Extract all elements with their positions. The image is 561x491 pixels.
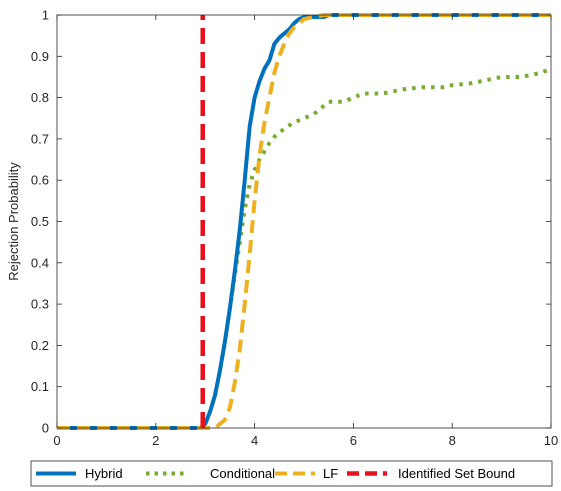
y-axis-label: Rejection Probability — [6, 162, 21, 281]
x-tick-label: 6 — [350, 433, 357, 448]
y-tick-label: 0.7 — [31, 131, 49, 146]
series-line-lf — [57, 13, 551, 430]
x-axis: 0 2 4 6 8 10 — [53, 15, 558, 448]
y-tick-label: 0.2 — [31, 338, 49, 353]
legend-label-conditional: Conditional — [210, 466, 275, 481]
y-tick-label: 0.6 — [31, 173, 49, 188]
x-tick-label: 4 — [251, 433, 258, 448]
x-tick-label: 2 — [152, 433, 159, 448]
legend-box — [30, 460, 553, 487]
y-tick-label: 0.9 — [31, 49, 49, 64]
y-tick-label: 0.4 — [31, 255, 49, 270]
y-tick-label: 0.8 — [31, 90, 49, 105]
x-tick-label: 8 — [449, 433, 456, 448]
y-tick-label: 0.1 — [31, 379, 49, 394]
legend: Hybrid Conditional LF Identified Set Bound — [30, 460, 553, 487]
y-tick-label: 0.5 — [31, 214, 49, 229]
y-tick-label: 0 — [42, 421, 49, 436]
legend-label-lf: LF — [323, 466, 338, 481]
legend-label-hybrid: Hybrid — [85, 466, 123, 481]
y-axis: 0 0.1 0.2 0.3 0.4 0.5 0.6 0.7 0.8 0.9 1 — [31, 8, 551, 436]
x-tick-label: 0 — [53, 433, 60, 448]
y-tick-label: 0.3 — [31, 297, 49, 312]
legend-label-identified-set-bound: Identified Set Bound — [398, 466, 515, 481]
y-tick-label: 1 — [42, 8, 49, 23]
series-layer — [57, 13, 552, 430]
x-tick-label: 10 — [544, 433, 558, 448]
plot-area — [57, 15, 551, 428]
